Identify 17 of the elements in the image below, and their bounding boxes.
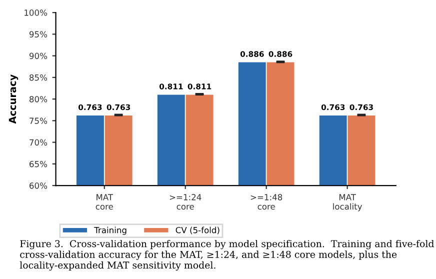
legend-label: CV (5-fold) [176,226,220,234]
x-tick-label: MAT locality [333,194,362,212]
y-tick-label: 75% [30,118,48,124]
caption: Figure 3. Cross-validation performance by model specification. Training and five-fold cross-validation accuracy for the MAT, ≥1:24, and ≥1:48 core models, plus the locality-expanded MAT sensitivity model. [20,240,434,271]
y-tick-label: 60% [30,182,48,189]
y-tick-label: 70% [30,139,48,146]
legend-label: Training [94,226,126,235]
y-tick-label: 95% [29,31,48,38]
x-tick-label: >=1:24 core [170,194,202,210]
y-tick-label: 100% [24,10,48,16]
x-tick-label: MAT core [96,194,114,210]
y-axis-title: Accuracy [8,74,18,124]
x-tick-label: >=1:48 core [250,194,282,210]
y-tick-label: 80% [30,96,48,102]
y-tick-label: 90% [29,52,48,60]
y-tick-label: 65% [30,160,48,168]
y-tick-label: 85% [30,74,48,81]
